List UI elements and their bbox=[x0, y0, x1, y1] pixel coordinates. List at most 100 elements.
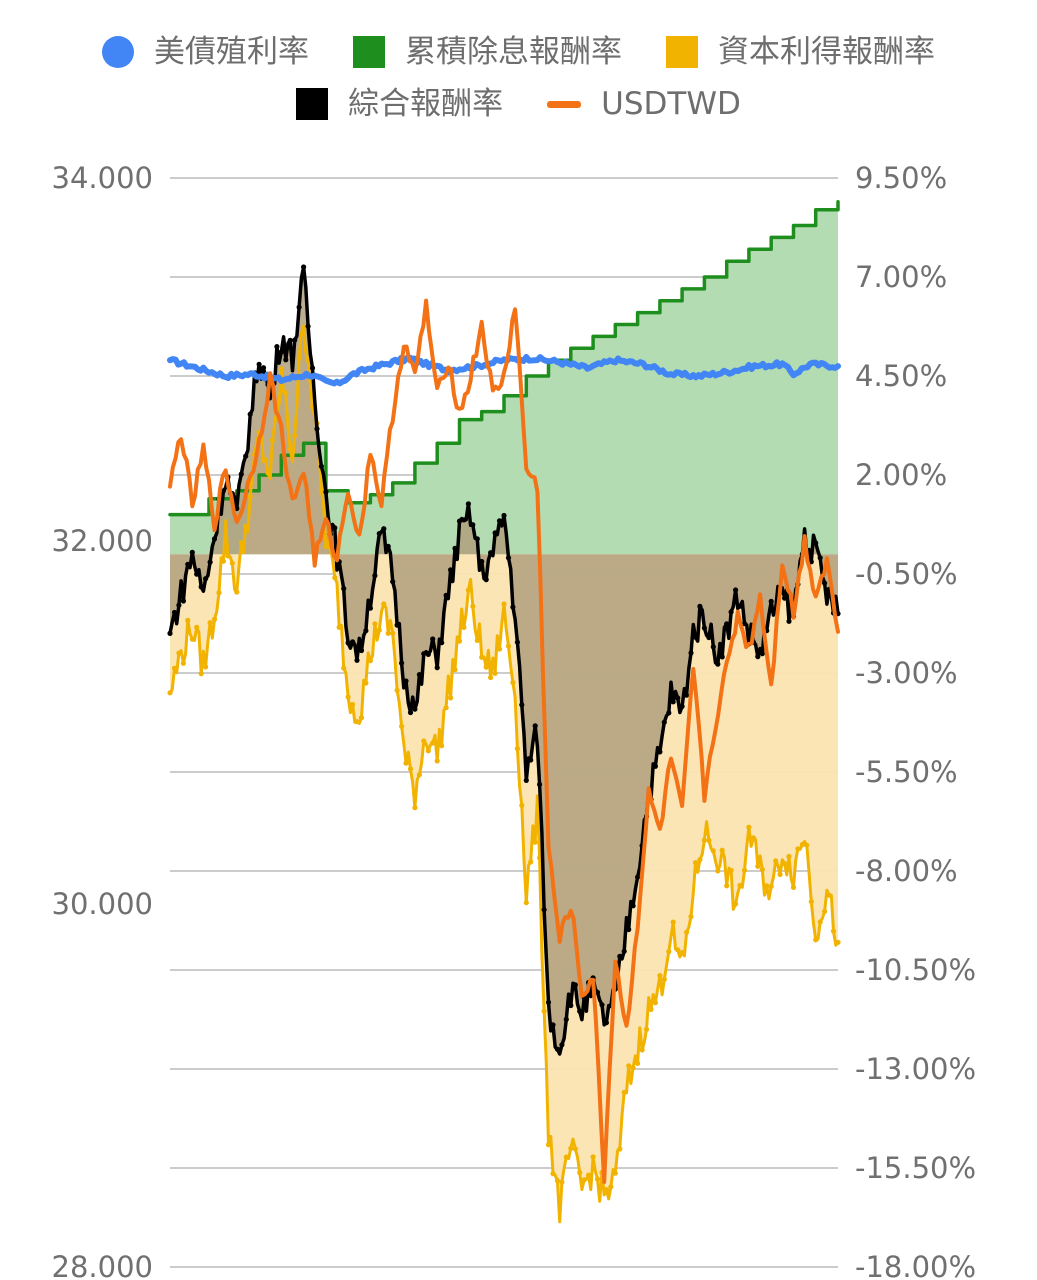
series-capital-point bbox=[701, 837, 708, 843]
series-total-point bbox=[657, 749, 663, 755]
series-capital-point bbox=[750, 835, 757, 841]
legend-label-total: 綜合報酬率 bbox=[348, 86, 504, 122]
right-tick-label: -13.00% bbox=[855, 1052, 976, 1086]
series-capital-point bbox=[354, 719, 360, 725]
series-capital-point bbox=[719, 847, 725, 853]
series-capital-point bbox=[456, 638, 463, 644]
series-capital-point bbox=[403, 760, 409, 766]
series-total-point bbox=[314, 426, 320, 432]
series-total-point bbox=[528, 757, 534, 763]
series-total-point bbox=[381, 526, 387, 532]
series-total-point bbox=[514, 639, 521, 645]
series-total-point bbox=[617, 953, 623, 959]
series-total-point bbox=[759, 651, 765, 657]
series-total-point bbox=[470, 522, 476, 528]
series-capital-point bbox=[737, 882, 743, 889]
series-total-point bbox=[572, 982, 578, 988]
left-tick-label: 32.000 bbox=[52, 524, 153, 558]
series-total-point bbox=[198, 584, 204, 590]
series-total-point bbox=[786, 618, 792, 624]
series-capital-point bbox=[652, 1000, 659, 1006]
series-capital-point bbox=[234, 589, 240, 595]
series-capital-point bbox=[777, 871, 783, 878]
series-capital-point bbox=[594, 1176, 601, 1182]
series-capital-point bbox=[176, 650, 182, 656]
series-total-point bbox=[292, 337, 298, 343]
series-yield-line bbox=[167, 354, 841, 387]
series-capital-point bbox=[617, 1146, 623, 1152]
series-total-point bbox=[630, 903, 636, 909]
series-capital-point bbox=[768, 883, 774, 890]
series-total-point bbox=[434, 665, 440, 671]
legend-label-capital: 資本利得報酬率 bbox=[718, 34, 935, 70]
series-total-point bbox=[256, 361, 262, 367]
series-capital-point bbox=[684, 929, 690, 935]
series-total-point bbox=[523, 777, 529, 784]
series-capital-point bbox=[706, 837, 712, 844]
series-total-point bbox=[332, 525, 338, 531]
series-capital-point bbox=[430, 740, 436, 746]
series-capital-point bbox=[501, 601, 507, 607]
series-total-point bbox=[439, 640, 445, 646]
right-tick-label: 9.50% bbox=[855, 161, 947, 195]
series-fx-line bbox=[168, 298, 840, 1184]
series-capital-point bbox=[350, 701, 356, 708]
series-capital-point bbox=[399, 723, 405, 729]
series-capital-point bbox=[795, 846, 801, 852]
series-capital-point bbox=[608, 1184, 614, 1190]
series-capital-point bbox=[630, 1065, 636, 1071]
series-capital-point bbox=[657, 973, 663, 979]
series-total-point bbox=[194, 571, 200, 577]
series-capital-point bbox=[692, 860, 699, 866]
series-total-point bbox=[203, 576, 209, 582]
series-capital-point bbox=[817, 919, 823, 925]
series-total-point bbox=[372, 573, 378, 579]
series-total-point bbox=[559, 1042, 565, 1048]
series-capital-point bbox=[483, 664, 489, 670]
series-total-point bbox=[697, 603, 703, 610]
legend-item-yield[interactable]: 美債殖利率 bbox=[102, 30, 309, 74]
series-capital-point bbox=[247, 493, 253, 499]
series-capital-point bbox=[216, 590, 222, 596]
right-tick-label: -8.00% bbox=[855, 854, 958, 888]
series-capital-point bbox=[211, 616, 218, 622]
series-total-point bbox=[345, 640, 351, 646]
series-capital-point bbox=[452, 667, 458, 673]
series-total-point bbox=[238, 471, 244, 477]
legend-label-dividend: 累積除息報酬率 bbox=[405, 34, 622, 70]
series-total-point bbox=[724, 621, 730, 627]
legend-item-capital[interactable]: 資本利得報酬率 bbox=[666, 30, 935, 74]
series-total-point bbox=[603, 1020, 610, 1026]
series-capital-point bbox=[229, 560, 235, 566]
series-total-point bbox=[621, 948, 627, 954]
series-total-point bbox=[358, 647, 365, 654]
series-capital-point bbox=[764, 883, 770, 889]
series-capital-point bbox=[278, 366, 284, 372]
series-total-point bbox=[692, 634, 699, 640]
series-capital-point bbox=[639, 1047, 645, 1053]
series-capital-point bbox=[363, 680, 369, 686]
series-capital-point bbox=[479, 654, 485, 660]
right-tick-label: -3.00% bbox=[855, 656, 958, 690]
left-tick-label: 28.000 bbox=[52, 1250, 153, 1280]
legend-item-fx[interactable]: USDTWD bbox=[547, 82, 741, 126]
series-total-point bbox=[283, 357, 289, 363]
series-capital-point bbox=[612, 1170, 618, 1176]
series-total-point bbox=[394, 622, 400, 628]
legend-item-dividend[interactable]: 累積除息報酬率 bbox=[353, 30, 622, 74]
series-capital-point bbox=[260, 457, 267, 464]
series-capital-point bbox=[661, 976, 667, 983]
series-total-point bbox=[661, 719, 667, 725]
legend-swatch-dividend bbox=[353, 36, 385, 68]
series-capital-point bbox=[198, 671, 204, 677]
series-total-point bbox=[416, 672, 422, 678]
legend-row: 綜合報酬率 USDTWD bbox=[0, 82, 1037, 126]
legend-item-total[interactable]: 綜合報酬率 bbox=[296, 82, 503, 126]
series-total-point bbox=[412, 706, 418, 712]
series-total-point bbox=[274, 344, 280, 350]
series-total-point bbox=[220, 488, 226, 494]
series-total-point bbox=[728, 609, 734, 615]
series-total-point bbox=[550, 1022, 556, 1028]
series-capital-point bbox=[358, 715, 365, 721]
